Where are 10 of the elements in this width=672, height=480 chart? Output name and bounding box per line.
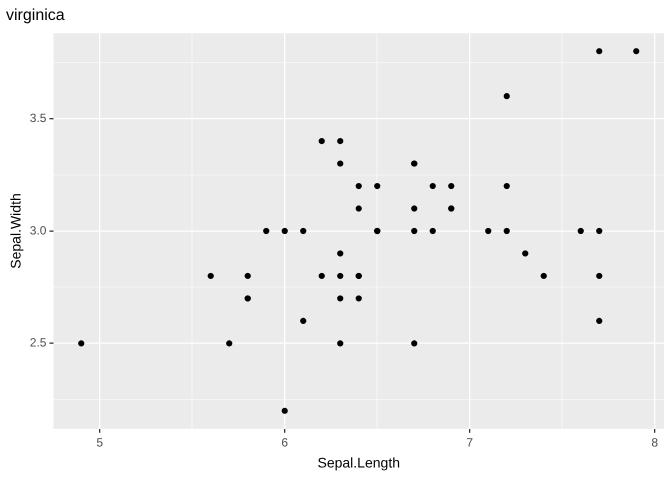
y-tick-label: 2.5 [30, 336, 47, 350]
x-axis-title: Sepal.Length [317, 454, 400, 470]
x-tick-label: 8 [651, 435, 658, 450]
y-axis-title: Sepal.Width [7, 193, 24, 269]
chart-title: virginica [6, 7, 65, 24]
y-tick-label: 3.5 [30, 110, 47, 125]
x-tick-label: 7 [466, 435, 474, 450]
x-tick-label: 5 [96, 435, 104, 450]
x-tick-label: 6 [281, 435, 288, 450]
y-tick-label: 3.0 [30, 223, 47, 238]
